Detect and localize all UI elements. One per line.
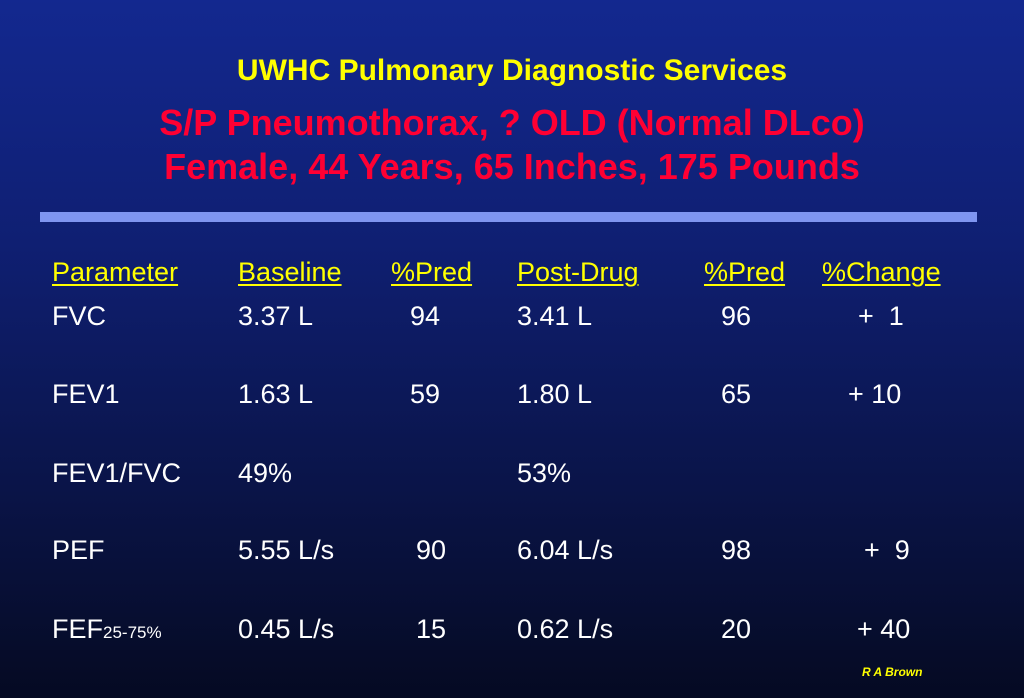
- col-header-post-pred: %Pred: [704, 257, 786, 287]
- row-pef-change: + 9: [864, 535, 910, 565]
- row-fev1fvc-post: 53%: [517, 458, 572, 488]
- row-pef-parameter: PEF: [52, 535, 105, 565]
- row-fef-post: 0.62 L/s: [517, 614, 614, 644]
- fef-label: FEF: [52, 614, 103, 644]
- row-fev1-change: + 10: [848, 379, 902, 409]
- row-fev1fvc-baseline: 49%: [238, 458, 293, 488]
- author-credit: R A Brown: [862, 665, 923, 679]
- patient-info: Female, 44 Years, 65 Inches, 175 Pounds: [164, 146, 860, 187]
- row-fev1-baseline: 1.63 L: [238, 379, 314, 409]
- col-header-baseline: Baseline: [238, 257, 342, 287]
- row-fef-post-pred: 20: [721, 614, 752, 644]
- row-pef-post: 6.04 L/s: [517, 535, 614, 565]
- row-pef-post-pred: 98: [721, 535, 752, 565]
- row-fev1-baseline-pred: 59: [410, 379, 441, 409]
- row-fvc-change: + 1: [858, 301, 904, 331]
- row-fef-change: + 40: [857, 614, 911, 644]
- col-header-post-drug: Post-Drug: [517, 257, 639, 287]
- row-pef-baseline-pred: 90: [416, 535, 447, 565]
- row-fvc-baseline: 3.37 L: [238, 301, 314, 331]
- row-fev1-parameter: FEV1: [52, 379, 120, 409]
- row-fvc-post: 3.41 L: [517, 301, 593, 331]
- org-title: UWHC Pulmonary Diagnostic Services: [236, 54, 788, 87]
- row-fef-baseline: 0.45 L/s: [238, 614, 335, 644]
- row-fvc-parameter: FVC: [52, 301, 106, 331]
- divider: [40, 212, 977, 222]
- row-fvc-baseline-pred: 94: [410, 301, 441, 331]
- row-pef-baseline: 5.55 L/s: [238, 535, 335, 565]
- row-fef-baseline-pred: 15: [416, 614, 447, 644]
- row-fev1-post: 1.80 L: [517, 379, 593, 409]
- row-fev1fvc-parameter: FEV1/FVC: [52, 458, 182, 488]
- row-fvc-post-pred: 96: [721, 301, 752, 331]
- row-fev1-post-pred: 65: [721, 379, 752, 409]
- col-header-change: %Change: [822, 257, 941, 287]
- col-header-parameter: Parameter: [52, 257, 179, 287]
- row-fef-parameter: FEF25-75%: [52, 613, 162, 649]
- diagnosis-title: S/P Pneumothorax, ? OLD (Normal DLco): [159, 102, 865, 143]
- col-header-baseline-pred: %Pred: [391, 257, 473, 287]
- fef-subscript: 25-75%: [103, 623, 162, 642]
